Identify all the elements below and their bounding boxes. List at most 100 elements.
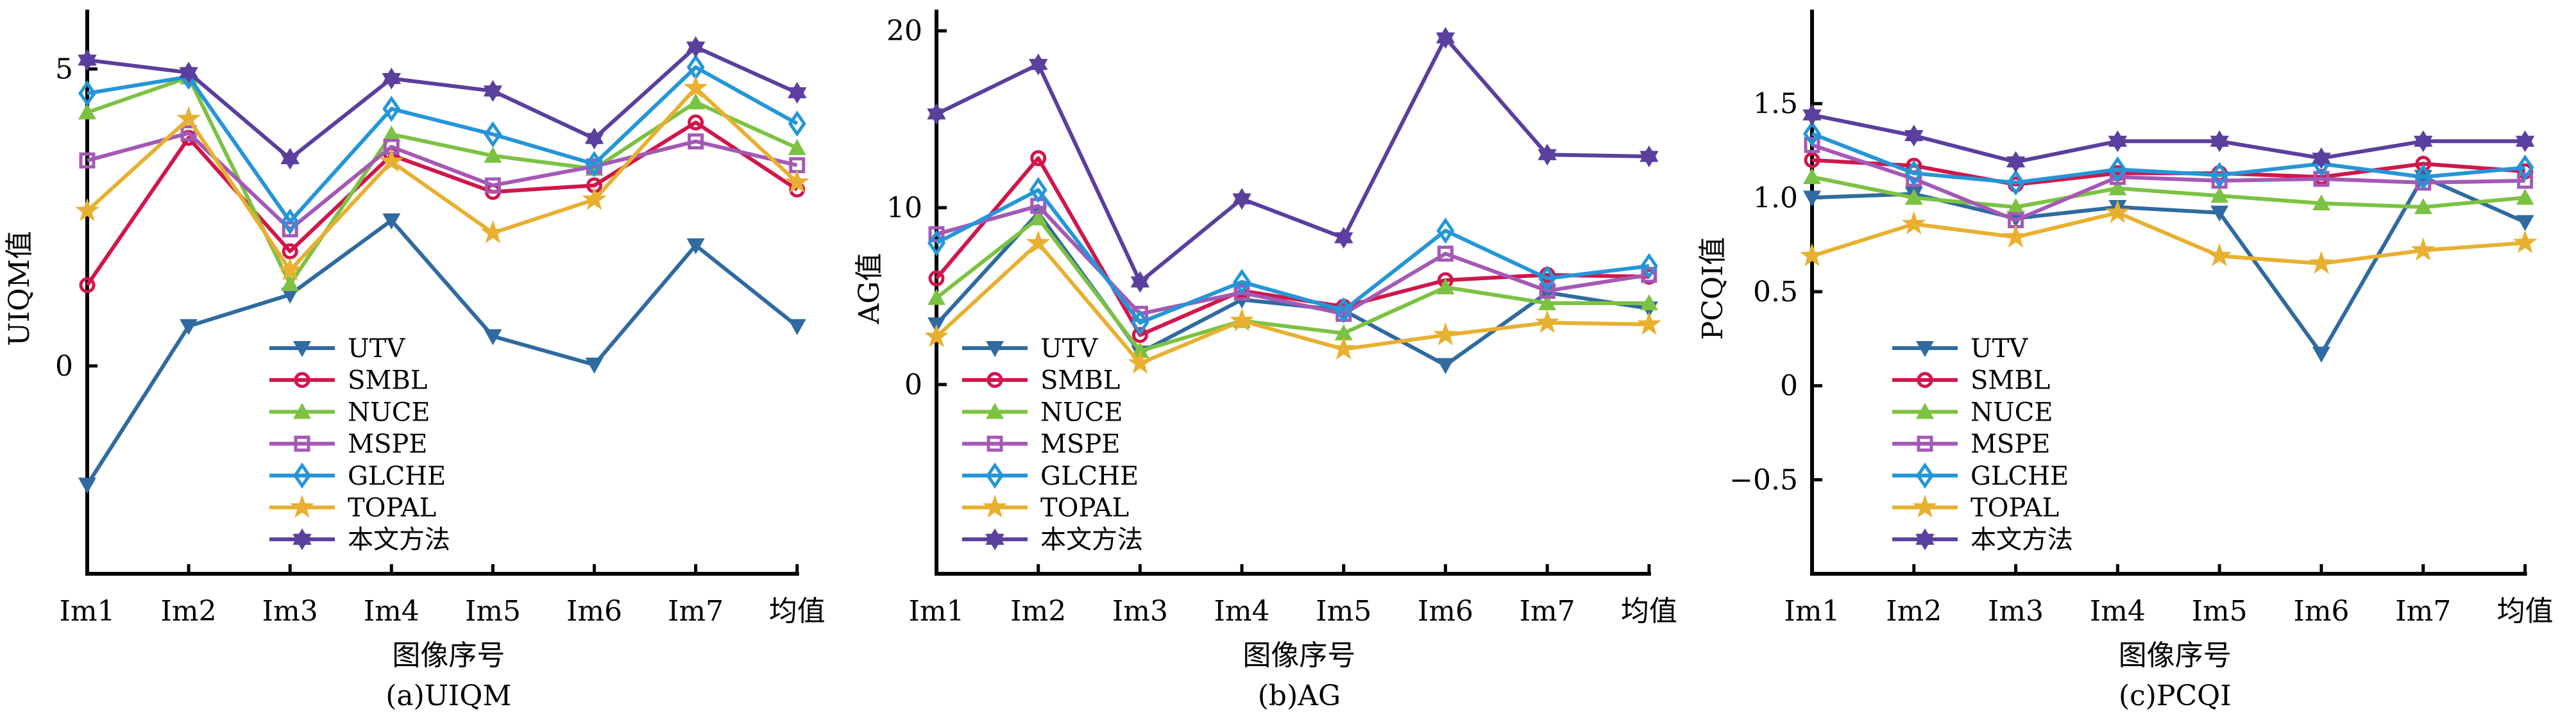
data-point xyxy=(928,288,945,305)
x-tick-label: Im2 xyxy=(1886,595,1942,628)
data-point xyxy=(79,152,96,169)
legend-marker xyxy=(1917,372,1933,389)
data-point xyxy=(1437,246,1453,262)
x-tick-label: Im1 xyxy=(908,595,964,628)
data-point xyxy=(176,106,201,130)
legend-label: UTV xyxy=(348,334,405,364)
data-point xyxy=(484,146,502,163)
data-point xyxy=(2516,154,2534,181)
data-point xyxy=(582,187,607,210)
legend-marker xyxy=(290,494,314,518)
legend-item: 本文方法 xyxy=(962,525,1143,555)
legend-marker xyxy=(293,341,311,357)
legend-item: UTV xyxy=(962,334,1098,364)
data-point xyxy=(2207,243,2232,267)
x-ticks: Im1 Im2 Im3 Im4 Im5 Im6 Im7 均值 xyxy=(59,564,826,628)
data-point xyxy=(1904,124,1924,147)
series-star5 xyxy=(75,75,809,281)
legend-marker xyxy=(983,494,1007,518)
legend-marker xyxy=(987,435,1003,452)
data-point xyxy=(280,147,300,170)
data-point xyxy=(585,151,604,178)
data-point xyxy=(1232,188,1251,210)
series-line xyxy=(935,156,1649,337)
data-point xyxy=(2516,188,2534,205)
data-point xyxy=(78,478,96,494)
legend-label: GLCHE xyxy=(1040,462,1139,491)
data-point xyxy=(1029,176,1047,203)
data-point xyxy=(1128,350,1153,374)
data-point xyxy=(180,125,197,142)
data-point xyxy=(379,149,404,172)
data-point xyxy=(585,357,604,374)
series-triangle-up xyxy=(1803,168,2534,214)
x-tick-label: 均值 xyxy=(1621,595,1677,628)
data-point xyxy=(382,125,401,142)
data-point xyxy=(924,324,949,347)
data-point xyxy=(788,319,806,335)
data-point xyxy=(584,128,604,149)
x-tick-label: Im6 xyxy=(2293,595,2349,628)
data-point xyxy=(1334,324,1353,340)
legend-marker xyxy=(1915,462,1935,489)
y-tick-label: 10 xyxy=(886,192,922,224)
data-point xyxy=(788,81,807,104)
data-point xyxy=(2309,251,2334,274)
x-tick-label: Im2 xyxy=(1010,595,1066,628)
data-point xyxy=(2210,187,2229,203)
x-axis-label: 图像序号 xyxy=(1242,639,1355,672)
data-point xyxy=(75,198,99,222)
data-point xyxy=(1131,327,1148,344)
legend-marker xyxy=(292,528,312,551)
data-point xyxy=(1804,137,1820,153)
data-point xyxy=(1026,230,1051,254)
data-point xyxy=(382,213,401,230)
series-diamond xyxy=(927,176,1658,336)
data-point xyxy=(1904,160,1923,187)
data-point xyxy=(78,80,97,107)
legend-label: TOPAL xyxy=(1970,494,2059,523)
data-point xyxy=(1636,312,1661,335)
data-point xyxy=(1331,336,1356,360)
data-point xyxy=(1436,27,1455,49)
x-tick-label: 均值 xyxy=(2497,595,2554,628)
data-point xyxy=(1433,322,1458,346)
legend-item: MSPE xyxy=(1892,430,2050,459)
legend-item: TOPAL xyxy=(1892,494,2059,523)
data-point xyxy=(1804,152,1820,169)
legend-label: MSPE xyxy=(1040,430,1120,459)
data-point xyxy=(1802,104,1822,126)
data-point xyxy=(281,287,300,304)
series-line xyxy=(1811,210,2525,265)
data-point xyxy=(1030,150,1047,167)
legend-item: MSPE xyxy=(269,430,427,459)
legend-item: SMBL xyxy=(269,366,427,396)
data-point xyxy=(1131,342,1149,358)
legend-marker xyxy=(1913,494,1937,518)
legend-label: UTV xyxy=(1040,334,1098,364)
series-line xyxy=(85,86,799,272)
x-tick-label: Im5 xyxy=(1316,595,1371,628)
y-axis-label: PCQI值 xyxy=(1697,237,1729,340)
data-point xyxy=(2006,169,2025,196)
data-point xyxy=(1535,310,1560,333)
legend-label: SMBL xyxy=(1970,366,2050,396)
data-point xyxy=(2108,130,2128,153)
x-tick-label: Im2 xyxy=(161,595,217,628)
series-star6 xyxy=(1802,104,2535,173)
data-point xyxy=(686,238,705,255)
data-point xyxy=(2512,230,2538,253)
x-axis-label: 图像序号 xyxy=(2119,639,2232,672)
y-axis-label: UIQM值 xyxy=(3,231,36,346)
x-tick-label: Im3 xyxy=(1988,595,2044,628)
data-point xyxy=(2006,198,2025,214)
data-point xyxy=(1901,211,1926,235)
legend-item: 本文方法 xyxy=(269,525,450,555)
data-point xyxy=(2108,179,2127,196)
legend-marker xyxy=(294,435,310,452)
data-point xyxy=(1538,294,1557,310)
data-point xyxy=(683,75,708,99)
data-point xyxy=(382,67,401,90)
